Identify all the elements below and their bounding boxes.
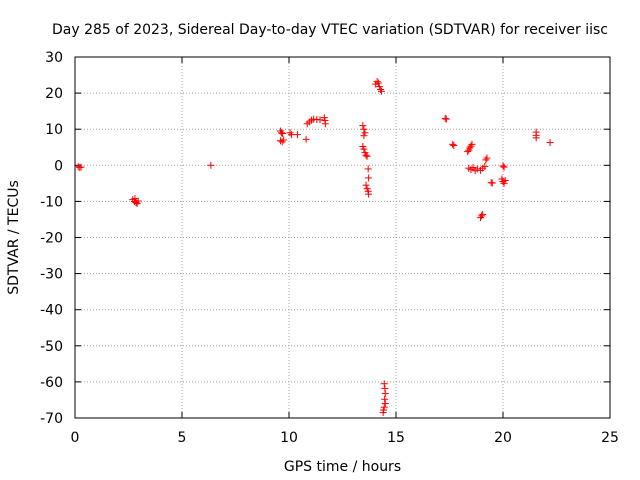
- data-point: [442, 115, 450, 123]
- data-point: [449, 140, 457, 148]
- y-tick-label: -40: [40, 303, 63, 319]
- y-tick-label: 10: [45, 122, 63, 138]
- data-point: [479, 210, 487, 218]
- data-point: [77, 163, 85, 171]
- y-tick-label: 0: [54, 158, 63, 174]
- data-point: [286, 129, 294, 137]
- y-tick-label: -70: [40, 411, 63, 427]
- y-tick-label: -50: [40, 339, 63, 355]
- data-point: [276, 137, 284, 145]
- data-point: [546, 139, 554, 147]
- data-point: [302, 135, 310, 143]
- data-point: [532, 134, 540, 142]
- data-point: [380, 403, 388, 411]
- data-point: [375, 83, 383, 91]
- data-point: [279, 130, 287, 138]
- y-axis-label: SDTVAR / TECUs: [6, 180, 22, 295]
- data-point: [381, 400, 389, 408]
- data-point: [278, 129, 286, 137]
- axis-ticks: 0 5 10 15 20 25 -70 -60 -50 -40 -30 -20 -10 0 10 20 30: [40, 50, 619, 446]
- data-point: [321, 117, 329, 125]
- x-tick-label: 0: [71, 430, 80, 446]
- data-point: [360, 132, 368, 140]
- data-point: [377, 87, 385, 95]
- data-point: [464, 148, 472, 156]
- data-point: [360, 145, 368, 153]
- data-point: [499, 162, 507, 170]
- data-point: [467, 142, 475, 150]
- data-point: [360, 125, 368, 133]
- data-point: [365, 174, 373, 182]
- y-tick-label: 20: [45, 86, 63, 102]
- data-point: [361, 129, 369, 137]
- data-point: [501, 176, 509, 184]
- data-point: [478, 212, 486, 220]
- data-point: [381, 389, 389, 397]
- data-point: [359, 122, 367, 130]
- data-point: [377, 85, 385, 93]
- data-point: [373, 78, 381, 86]
- data-point: [488, 179, 496, 187]
- x-tick-label: 15: [387, 430, 405, 446]
- x-tick-label: 20: [494, 430, 512, 446]
- data-point: [450, 141, 458, 149]
- y-tick-label: -10: [40, 194, 63, 210]
- data-point: [320, 114, 328, 122]
- x-tick-label: 10: [280, 430, 298, 446]
- data-point: [374, 79, 382, 87]
- data-point: [500, 179, 508, 187]
- data-point: [363, 152, 371, 160]
- data-point: [365, 190, 373, 198]
- data-point: [316, 116, 324, 124]
- data-point: [131, 195, 139, 203]
- data-point: [381, 395, 389, 403]
- data-point: [288, 131, 296, 139]
- data-point: [483, 154, 491, 162]
- y-tick-label: -30: [40, 267, 63, 283]
- data-point: [500, 163, 508, 171]
- data-point: [466, 144, 474, 152]
- y-tick-label: -20: [40, 231, 63, 247]
- data-point: [294, 131, 302, 139]
- data-point: [481, 162, 489, 170]
- x-axis-label: GPS time / hours: [284, 459, 401, 475]
- grid: [75, 57, 610, 418]
- data-point: [441, 114, 449, 122]
- data-point: [364, 165, 372, 173]
- chart-title: Day 285 of 2023, Sidereal Day-to-day VTE…: [52, 22, 608, 38]
- data-point: [280, 136, 288, 144]
- x-tick-label: 5: [178, 430, 187, 446]
- data-point: [278, 138, 286, 146]
- data-point: [362, 151, 370, 159]
- data-point: [379, 409, 387, 417]
- x-tick-label: 25: [601, 430, 619, 446]
- data-point: [468, 140, 476, 148]
- data-point: [207, 161, 215, 169]
- data-point: [473, 165, 481, 173]
- data-point: [380, 380, 388, 388]
- y-tick-label: 30: [45, 50, 63, 66]
- y-tick-label: -60: [40, 375, 63, 391]
- data-point: [482, 156, 490, 164]
- data-points: [74, 78, 554, 417]
- data-point: [362, 181, 370, 189]
